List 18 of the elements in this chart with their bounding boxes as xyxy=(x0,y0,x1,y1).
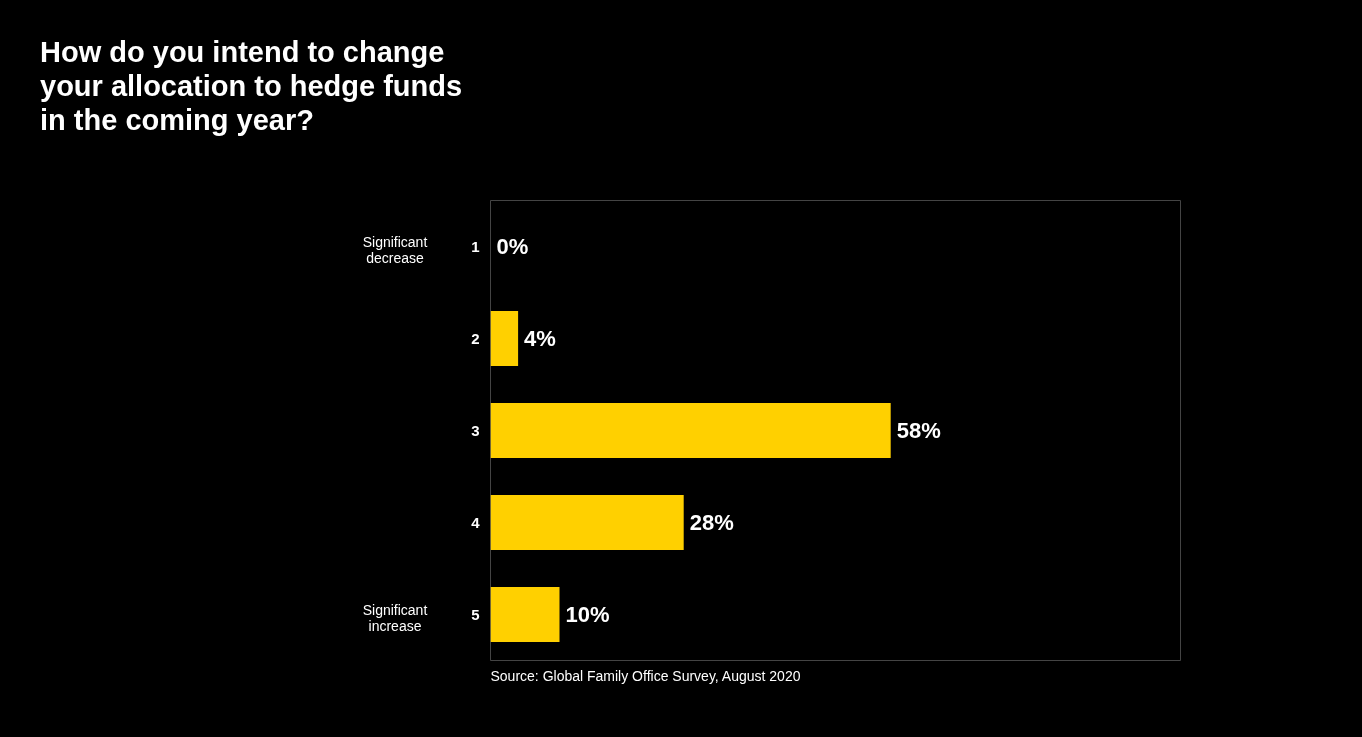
data-label: 28% xyxy=(689,510,734,535)
data-label: 4% xyxy=(524,326,556,351)
bar xyxy=(490,402,891,459)
source-note: Source: Global Family Office Survey, August 2020 xyxy=(490,667,801,684)
bar xyxy=(490,310,519,367)
y-tick-label: 5 xyxy=(471,605,480,623)
bar xyxy=(490,586,560,643)
y-tick-label: 1 xyxy=(471,237,480,255)
y-tick-label: 2 xyxy=(471,329,480,347)
text: Significant decrease xyxy=(361,234,429,266)
text: How do you intend to change your allocation to hedge funds in the coming year? xyxy=(40,35,463,137)
y-tick-label: 4 xyxy=(471,513,481,531)
data-label: 58% xyxy=(896,418,941,443)
bar xyxy=(490,494,684,551)
text: Significant increase xyxy=(361,602,429,634)
data-label: 0% xyxy=(496,234,529,259)
y-tick-label: 3 xyxy=(471,421,480,439)
data-label: 10% xyxy=(565,602,610,627)
